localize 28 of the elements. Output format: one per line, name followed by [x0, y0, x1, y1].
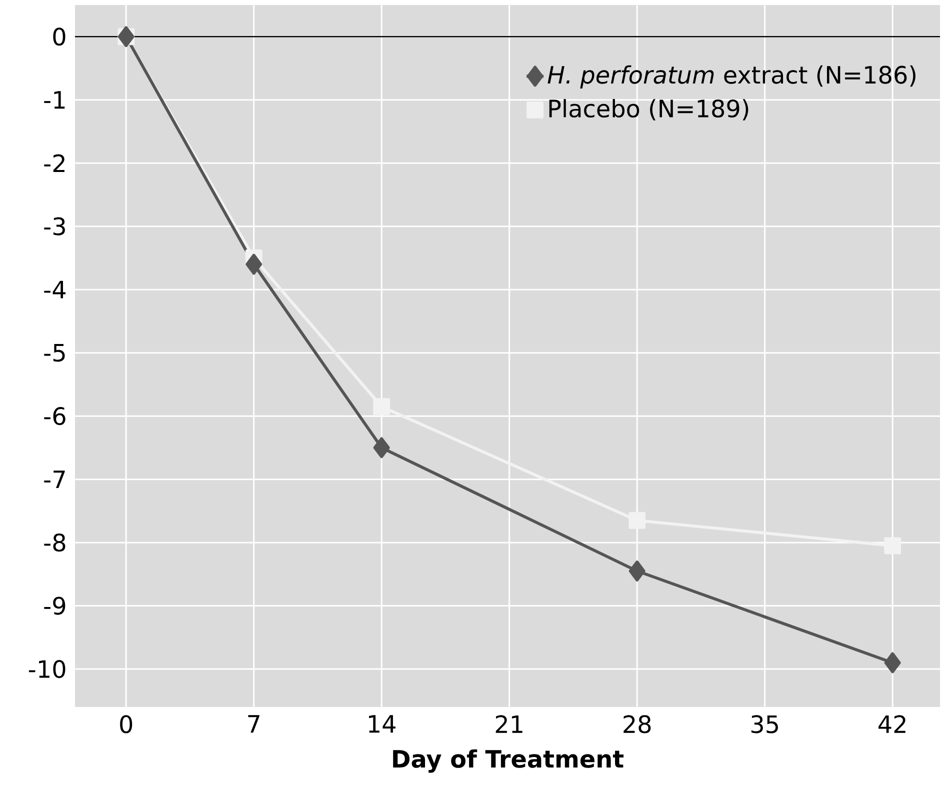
x-tick-label: 0: [120, 715, 132, 734]
x-tick-label: 21: [496, 715, 522, 733]
legend-label: H. perforatum extract (N=186): [548, 65, 916, 88]
x-tick-label: 7: [248, 715, 260, 733]
y-tick-label: -10: [28, 660, 66, 678]
x-tick-label: 28: [624, 715, 651, 734]
point: [884, 537, 902, 554]
point: [373, 398, 390, 416]
x-tick-label: 14: [369, 715, 396, 733]
y-tick-label: -9: [44, 596, 66, 615]
point: [628, 512, 646, 529]
y-tick-label: -1: [44, 91, 65, 109]
x-tick-label: 35: [751, 715, 778, 734]
y-tick-label: -4: [44, 280, 66, 298]
y-tick-label: -7: [44, 470, 65, 488]
x-tick-label: 42: [878, 715, 906, 733]
point: [628, 560, 646, 582]
y-tick-label: -6: [44, 407, 66, 426]
y-tick-label: -5: [44, 344, 65, 362]
legend-label: Placebo (N=189): [549, 99, 748, 120]
y-tick-label: 0: [53, 28, 66, 46]
y-tick-label: -8: [44, 534, 66, 552]
point: [246, 254, 262, 275]
x-axis-title: Day of Treatment: [393, 749, 624, 773]
y-tick-label: -3: [44, 217, 65, 236]
y-tick-label: -2: [44, 154, 64, 172]
point: [884, 652, 901, 674]
point: [373, 437, 390, 458]
